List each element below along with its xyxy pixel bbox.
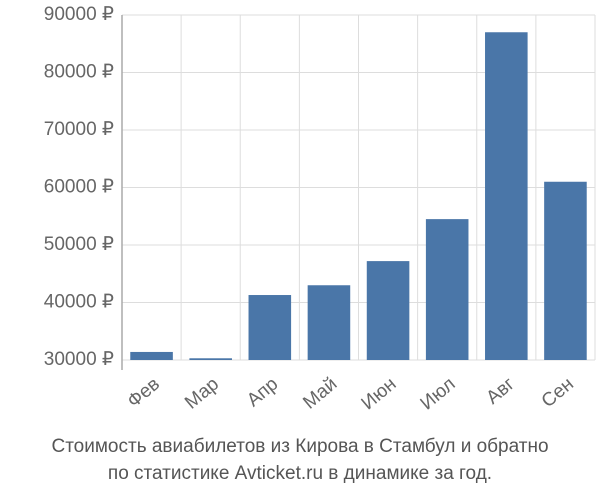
bar [130,351,173,360]
bar [485,32,528,360]
x-tick-label: Май [299,374,341,414]
y-tick-label: 70000 ₽ [44,119,114,140]
y-tick-label: 80000 ₽ [44,62,114,83]
bar [544,181,587,360]
x-tick-label: Сен [538,374,578,412]
x-tick-label: Авг [482,374,518,409]
y-tick-label: 30000 ₽ [44,349,114,370]
y-tick-label: 60000 ₽ [44,177,114,198]
y-tick-label: 40000 ₽ [44,292,114,313]
bar [366,261,410,360]
x-tick-label: Фев [124,374,164,413]
x-tick-label: Мар [181,374,223,414]
bar [307,285,351,360]
y-tick-label: 50000 ₽ [44,234,114,255]
x-tick-label: Июл [417,374,460,415]
chart-title: Стоимость авиабилетов из Кирова в Стамбу… [51,436,548,457]
y-tick-label: 90000 ₽ [44,4,114,25]
x-tick-label: Апр [243,374,282,412]
bar [425,219,469,360]
x-tick-label: Июн [358,374,401,415]
bar [248,295,292,360]
bar [189,358,232,360]
chart-title: по статистике Avticket.ru в динамике за … [108,463,492,484]
